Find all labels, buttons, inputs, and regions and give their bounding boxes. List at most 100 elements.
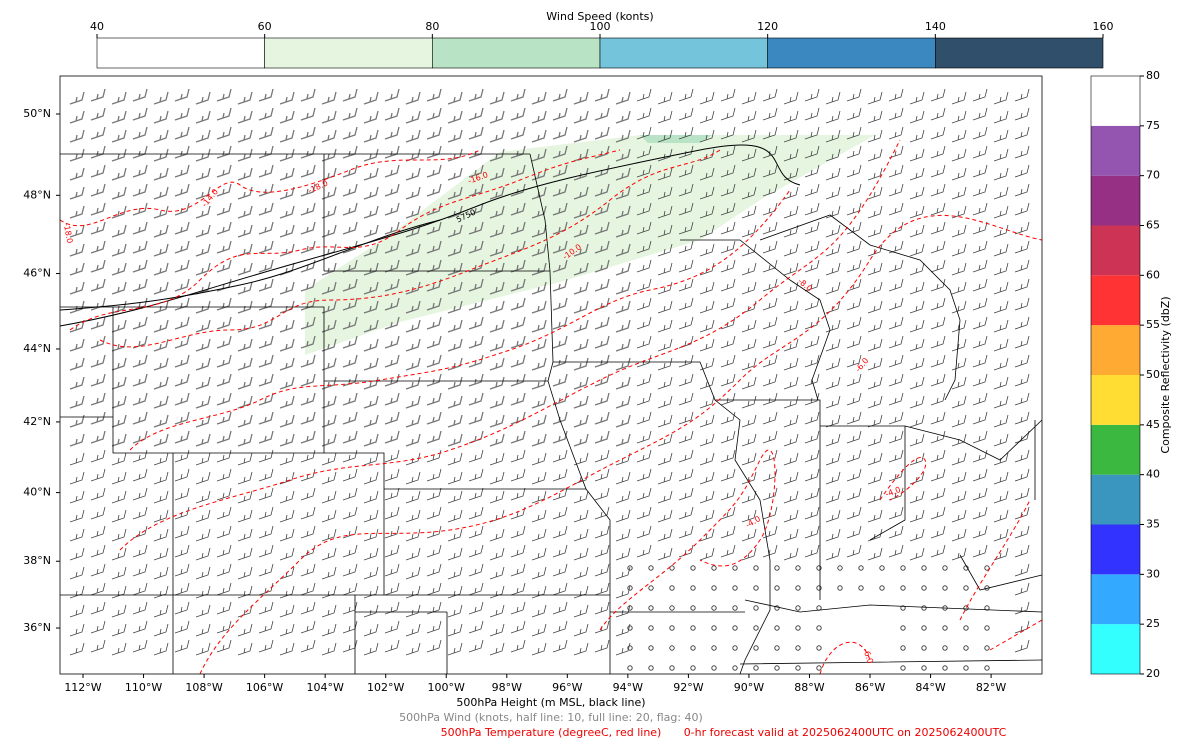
lon-tick-label: 88°W <box>794 681 824 694</box>
colorbar-cell <box>1091 125 1140 176</box>
calm-wind <box>690 565 696 571</box>
calm-wind <box>690 585 696 591</box>
colorbar-cell <box>1091 474 1140 525</box>
calm-wind <box>753 645 759 651</box>
calm-wind <box>795 565 801 571</box>
contour-label: -18.0 <box>62 222 74 244</box>
lon-tick-label: 94°W <box>613 681 643 694</box>
calm-wind <box>900 625 906 631</box>
colorbar-cell <box>1091 375 1140 425</box>
calm-wind <box>963 585 969 591</box>
caption: 500hPa Temperature (degreeC, red line) <box>441 726 662 739</box>
colorbar-cell <box>1091 574 1140 625</box>
lon-tick-label: 86°W <box>855 681 885 694</box>
calm-wind <box>627 645 633 651</box>
lat-tick-label: 42°N <box>23 415 51 428</box>
colorbar-tick-label: 35 <box>1146 518 1160 531</box>
calm-wind <box>795 605 801 611</box>
colorbar-cell <box>1091 175 1140 226</box>
calm-wind <box>711 565 717 571</box>
colorbar-title: Wind Speed (konts) <box>546 10 653 23</box>
colorbar-tick-label: 100 <box>590 20 611 33</box>
colorbar-tick-label: 40 <box>90 20 104 33</box>
wind-barbs <box>69 88 1030 671</box>
calm-wind <box>627 665 633 671</box>
colorbar-cell <box>264 37 433 69</box>
calm-wind <box>648 585 654 591</box>
calm-wind <box>690 605 696 611</box>
calm-wind <box>627 605 633 611</box>
calm-wind <box>879 585 885 591</box>
calm-wind <box>942 625 948 631</box>
calm-wind <box>795 645 801 651</box>
colorbar-tick-label: 50 <box>1146 368 1160 381</box>
colorbar-tick-label: 140 <box>925 20 946 33</box>
calm-wind <box>753 565 759 571</box>
colorbar-tick-label: 60 <box>258 20 272 33</box>
calm-wind <box>900 665 906 671</box>
lon-tick-label: 112°W <box>64 681 101 694</box>
colorbar-cell <box>1091 275 1140 326</box>
lat-tick-label: 36°N <box>23 621 51 634</box>
colorbar-title: Composite Reflectivity (dbZ) <box>1159 296 1172 453</box>
calm-wind <box>669 665 675 671</box>
colorbar-tick-label: 80 <box>425 20 439 33</box>
calm-wind <box>963 645 969 651</box>
calm-wind <box>942 565 948 571</box>
calm-wind <box>795 665 801 671</box>
calm-wind <box>711 665 717 671</box>
colorbar-cell <box>1091 76 1140 126</box>
lon-tick-label: 110°W <box>125 681 162 694</box>
calm-wind <box>816 665 822 671</box>
calm-wind <box>963 625 969 631</box>
colorbar-cell <box>935 37 1104 69</box>
calm-wind <box>921 585 927 591</box>
lon-tick-label: 104°W <box>306 681 343 694</box>
calm-wind <box>648 605 654 611</box>
calm-wind <box>921 565 927 571</box>
colorbar-tick-label: 40 <box>1146 468 1160 481</box>
calm-wind <box>858 585 864 591</box>
calm-wind <box>816 625 822 631</box>
calm-wind <box>984 645 990 651</box>
calm-wind <box>648 625 654 631</box>
lon-tick-label: 102°W <box>367 681 404 694</box>
calm-wind <box>879 565 885 571</box>
lat-tick-label: 38°N <box>23 554 51 567</box>
lat-tick-label: 44°N <box>23 342 51 355</box>
calm-wind <box>963 605 969 611</box>
colorbar-cell <box>1091 524 1140 575</box>
calm-wind <box>711 605 717 611</box>
colorbar-cell <box>1091 325 1140 375</box>
calm-wind <box>921 645 927 651</box>
calm-wind <box>732 585 738 591</box>
calm-wind <box>711 625 717 631</box>
colorbar-cell <box>432 37 601 69</box>
colorbar-tick-label: 55 <box>1146 318 1160 331</box>
calm-wind <box>900 605 906 611</box>
lon-tick-label: 82°W <box>976 681 1006 694</box>
colorbar-tick-label: 45 <box>1146 418 1160 431</box>
calm-wind <box>627 585 633 591</box>
calm-wind <box>690 625 696 631</box>
calm-wind <box>795 625 801 631</box>
caption: 500hPa Wind (knots, half line: 10, full … <box>399 711 703 724</box>
calm-wind <box>984 665 990 671</box>
colorbar-tick-label: 160 <box>1093 20 1114 33</box>
wind-shading <box>305 135 875 355</box>
colorbar-tick-label: 65 <box>1146 219 1160 232</box>
calm-wind <box>732 645 738 651</box>
calm-wind <box>732 605 738 611</box>
lat-tick-label: 46°N <box>23 267 51 280</box>
map-frame <box>59 75 1043 675</box>
lon-tick-label: 106°W <box>246 681 283 694</box>
lat-tick-label: 40°N <box>23 486 51 499</box>
boundaries <box>59 144 1043 675</box>
lon-tick-label: 84°W <box>915 681 945 694</box>
lon-tick-label: 98°W <box>492 681 522 694</box>
caption: 500hPa Height (m MSL, black line) <box>456 696 645 709</box>
colorbar-tick-label: 75 <box>1146 119 1160 132</box>
calm-wind <box>816 645 822 651</box>
calm-wind <box>669 585 675 591</box>
caption: 0-hr forecast valid at 2025062400UTC on … <box>684 726 1007 739</box>
